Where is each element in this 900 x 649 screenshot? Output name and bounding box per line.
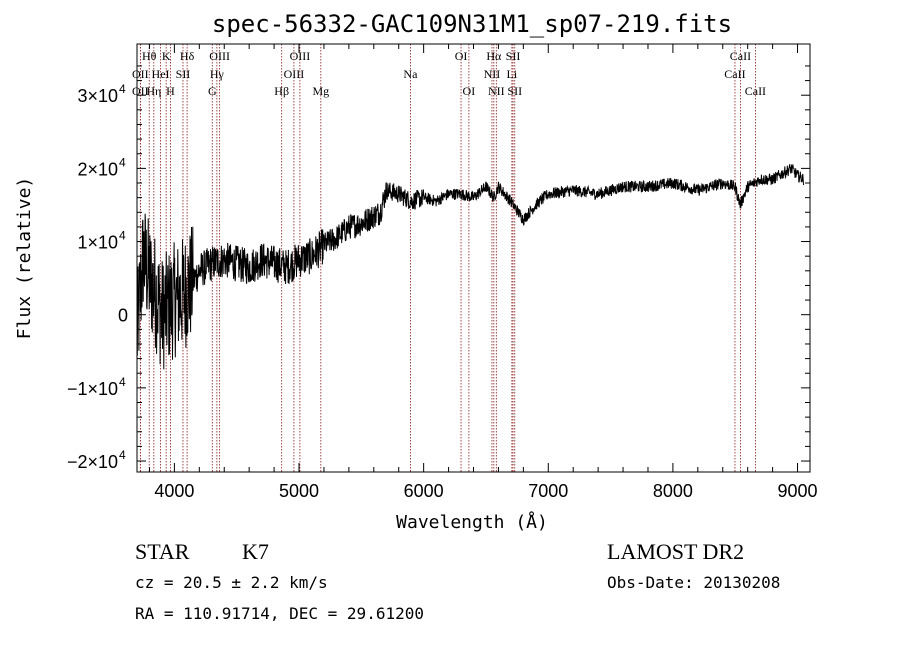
y-tick-label: −1×10	[67, 379, 118, 399]
survey-name: LAMOST DR2	[607, 539, 744, 564]
spectrum-series	[136, 164, 805, 370]
chart-title: spec-56332-GAC109N31M1_sp07-219.fits	[212, 10, 732, 38]
y-axis-ticks: −2×10 4−1×10 401×10 42×10 43×10 4	[67, 65, 810, 472]
x-axis-ticks: 4000 5000 6000 7000 8000 9000	[148, 44, 818, 501]
y-tick-mantissa: 0	[118, 306, 128, 326]
y-tick-mantissa: 2×10	[77, 159, 118, 179]
spectral-line-label: OIII	[290, 49, 311, 63]
y-tick-exponent: 4	[119, 155, 126, 169]
y-tick-label: 2×10	[77, 159, 118, 179]
y-tick-mantissa: −1×10	[67, 379, 118, 399]
object-class: STAR	[135, 539, 190, 564]
spectral-line-label: Hδ	[180, 49, 195, 63]
spectral-line-label: Mg	[312, 84, 329, 98]
spectral-line-label: Hβ	[274, 84, 289, 98]
y-tick-exponent: 4	[119, 448, 126, 462]
y-tick-mantissa: 1×10	[77, 233, 118, 253]
spectral-line-label: Hθ	[142, 49, 157, 63]
spectral-line-label: OII	[132, 84, 149, 98]
spectral-line-label: H	[166, 84, 175, 98]
observation-date: Obs-Date: 20130208	[607, 573, 780, 592]
spectral-line-label: CaII	[724, 67, 745, 81]
y-axis-label: Flux (relative)	[14, 177, 35, 340]
y-tick-mantissa: −2×10	[67, 452, 118, 472]
y-tick-exponent: 4	[119, 229, 126, 243]
spectral-line-label: Hη	[146, 84, 161, 98]
y-tick-label: 1×10	[77, 233, 118, 253]
x-tick-label: 7000	[528, 481, 568, 501]
spectral-line-label: G	[208, 84, 217, 98]
spectral-line-label: SII	[506, 49, 521, 63]
y-tick-label: −2×10	[67, 452, 118, 472]
y-tick-label: 0	[118, 306, 128, 326]
object-subclass: K7	[242, 539, 269, 564]
spectral-line-label: Hα	[486, 49, 502, 63]
spectral-line-label: NII	[484, 67, 501, 81]
spectral-line-label: Na	[403, 67, 418, 81]
y-tick-exponent: 4	[119, 82, 126, 96]
spectral-line-label: K	[162, 49, 171, 63]
x-tick-label: 4000	[154, 481, 194, 501]
spectral-line-label: HeI	[152, 67, 170, 81]
y-tick-mantissa: 3×10	[77, 86, 118, 106]
spectral-line-label: SII	[176, 67, 191, 81]
spectrum-line	[136, 164, 805, 370]
redshift-velocity: cz = 20.5 ± 2.2 km/s	[135, 573, 328, 592]
spectral-line-label: OI	[463, 84, 476, 98]
x-tick-label: 5000	[279, 481, 319, 501]
spectral-line-label: OIII	[209, 49, 230, 63]
spectral-line-labels: OIIOIIHθHηHeIKHSIIHδGHγOIIIHβOIIIOIIIMgN…	[132, 49, 766, 98]
x-tick-label: 9000	[778, 481, 818, 501]
y-tick-label: 3×10	[77, 86, 118, 106]
spectral-line-label: OI	[455, 49, 468, 63]
spectral-line-label: CaII	[745, 84, 766, 98]
x-axis-label: Wavelength (Å)	[396, 511, 548, 533]
spectral-line-label: OII	[132, 67, 149, 81]
x-tick-label: 8000	[653, 481, 693, 501]
x-tick-label: 6000	[404, 481, 444, 501]
spectral-line-label: Li	[507, 67, 518, 81]
spectral-line-label: OIII	[284, 67, 305, 81]
spectral-line-label: NII	[488, 84, 505, 98]
spectral-line-label: CaII	[730, 49, 751, 63]
y-tick-exponent: 4	[119, 375, 126, 389]
spectral-line-label: SII	[507, 84, 522, 98]
ra-dec-coordinates: RA = 110.91714, DEC = 29.61200	[135, 604, 424, 623]
spectral-line-label: Hγ	[210, 67, 225, 81]
